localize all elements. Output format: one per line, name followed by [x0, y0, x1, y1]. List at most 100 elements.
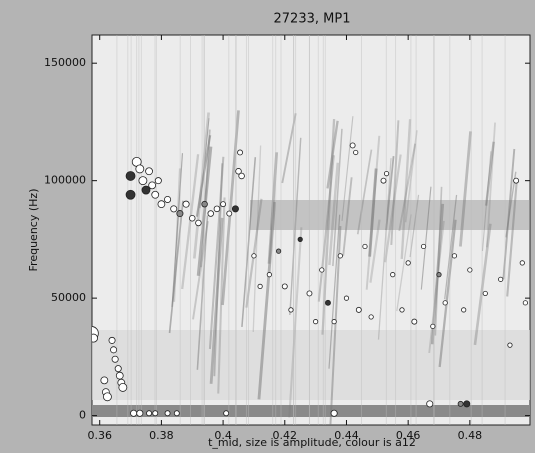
- point: [337, 253, 343, 259]
- point: [201, 200, 208, 208]
- point: [519, 260, 525, 266]
- point: [231, 205, 239, 213]
- spectral-streak: [317, 155, 335, 302]
- point: [331, 319, 337, 325]
- spectral-streak: [241, 157, 257, 328]
- spectral-streak: [192, 221, 209, 320]
- point: [399, 307, 405, 313]
- point: [353, 149, 359, 156]
- point: [297, 236, 303, 243]
- point: [405, 260, 411, 266]
- point: [380, 177, 387, 184]
- x-tick-label: 0.46: [396, 429, 421, 442]
- spectral-streak: [341, 116, 354, 222]
- spectral-streak: [171, 153, 184, 307]
- spectral-band: [92, 405, 530, 417]
- spectral-streak: [506, 183, 518, 297]
- spectral-streak: [400, 119, 412, 260]
- point: [118, 382, 128, 392]
- point: [125, 171, 136, 181]
- point: [430, 323, 436, 329]
- spectral-streak: [365, 135, 381, 290]
- point: [223, 410, 230, 417]
- spectral-band: [92, 330, 530, 400]
- spectral-streak: [409, 194, 420, 258]
- y-axis-label: Frequency (Hz): [27, 189, 40, 272]
- point: [306, 290, 313, 297]
- point: [238, 172, 245, 180]
- point: [349, 142, 356, 149]
- spectral-streak: [473, 223, 492, 346]
- point: [115, 371, 124, 380]
- point: [130, 409, 138, 417]
- point: [463, 400, 471, 408]
- point: [114, 365, 122, 373]
- spectral-streak: [257, 201, 277, 400]
- y-tick-label: 0: [79, 409, 86, 422]
- spectral-streak: [221, 110, 240, 306]
- point: [110, 346, 118, 354]
- spectral-streak: [329, 225, 342, 425]
- spectral-streak: [369, 219, 381, 283]
- spectral-streak: [195, 135, 212, 217]
- point: [226, 210, 233, 217]
- point: [152, 410, 159, 417]
- spectrogram: [92, 35, 530, 425]
- point: [207, 210, 214, 217]
- x-tick-label: 0.48: [458, 429, 483, 442]
- point: [148, 181, 157, 190]
- x-tick-label: 0.44: [334, 429, 359, 442]
- point: [141, 185, 151, 195]
- x-tick-label: 0.38: [149, 429, 174, 442]
- x-tick-label: 0.4: [214, 429, 232, 442]
- point: [138, 176, 148, 186]
- spectral-streak: [502, 148, 516, 280]
- point: [457, 400, 464, 407]
- spectral-streak: [485, 122, 496, 248]
- point: [513, 177, 520, 184]
- spectral-streak: [390, 120, 400, 245]
- spectral-streak: [281, 113, 297, 184]
- spectral-streak: [356, 149, 373, 235]
- x-tick-label: 0.36: [87, 429, 112, 442]
- point: [151, 190, 160, 199]
- point: [182, 200, 190, 208]
- spectral-streak: [396, 214, 412, 312]
- spectral-streak: [434, 186, 443, 336]
- spectral-streak: [438, 219, 457, 368]
- spectral-streak: [384, 154, 402, 263]
- point: [426, 400, 434, 408]
- spectral-streak: [326, 120, 339, 189]
- point: [482, 290, 488, 297]
- x-tick-label: 0.42: [273, 429, 298, 442]
- point: [383, 171, 390, 177]
- point: [390, 272, 396, 278]
- point: [251, 253, 257, 259]
- spectral-streak: [289, 137, 302, 316]
- point: [195, 219, 202, 227]
- point: [220, 201, 227, 208]
- point: [176, 210, 184, 218]
- y-tick-label: 100000: [44, 174, 86, 187]
- point: [146, 410, 153, 417]
- y-tick-label: 50000: [51, 291, 86, 304]
- spectral-streak: [213, 163, 224, 377]
- point: [164, 195, 172, 203]
- point: [498, 276, 504, 282]
- point: [507, 342, 513, 348]
- point: [102, 392, 112, 402]
- point: [173, 410, 180, 417]
- spectral-streak: [181, 154, 200, 290]
- spectral-streak: [428, 220, 445, 354]
- spectral-streak: [377, 158, 392, 340]
- point: [461, 307, 467, 313]
- spectral-streak: [444, 194, 458, 300]
- point: [313, 319, 319, 325]
- point: [319, 267, 325, 273]
- spectral-streak: [385, 156, 395, 231]
- spectral-streak: [342, 177, 353, 256]
- point: [135, 164, 145, 174]
- spectral-streak: [196, 146, 213, 276]
- spectral-streak: [172, 168, 182, 302]
- point: [343, 295, 350, 301]
